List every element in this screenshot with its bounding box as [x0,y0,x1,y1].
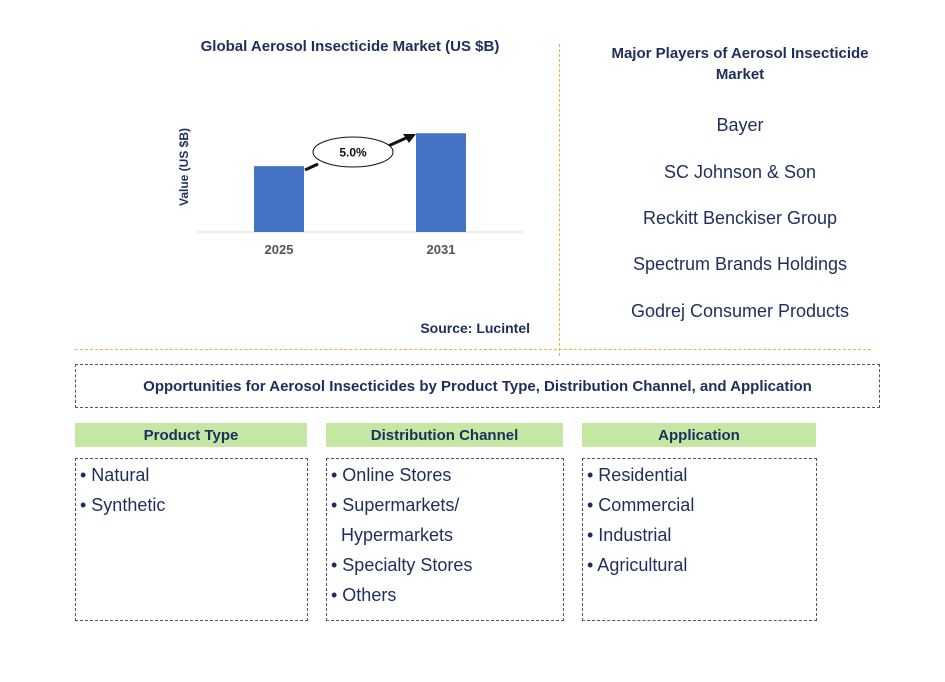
list-item: • Supermarkets/ [331,495,460,515]
list-item: • Natural [80,465,150,485]
list-item: • Synthetic [80,495,166,515]
player-item: Reckitt Benckiser Group [642,208,838,228]
category-box-distribution-channel: • Online Stores • Supermarkets/ Hypermar… [326,458,564,621]
cagr-label: 5.0% [339,146,367,160]
players-title: Major Players of Aerosol Insecticide Mar… [611,45,869,83]
y-axis-label: Value (US $B) [177,128,191,206]
bar-chart: Value (US $B) 2025 2031 5.0% [177,128,523,257]
category-box-product-type: • Natural • Synthetic [75,458,308,621]
list-item: • Online Stores [331,465,452,485]
bar-2031 [416,133,466,232]
list-item: • Residential [587,465,688,485]
x-tick-label: 2025 [265,242,294,257]
category-box-application: • Residential • Commercial • Industrial … [582,458,817,621]
bar-2025 [254,166,304,232]
player-item: Spectrum Brands Holdings [632,254,848,274]
category-header-product-type: Product Type [75,423,307,447]
source-label: Source: Lucintel [420,320,530,336]
growth-arrow-line-left [304,162,319,172]
list-item: • Commercial [587,495,695,515]
list-item: • Industrial [587,525,672,545]
list-item: • Agricultural [587,555,688,575]
vertical-divider [559,44,560,356]
player-item: Godrej Consumer Products [630,301,850,321]
opportunities-title-text: Opportunities for Aerosol Insecticides b… [143,377,812,395]
growth-arrow-head [403,134,416,143]
player-item: Bayer [716,115,764,135]
opportunities-title: Opportunities for Aerosol Insecticides b… [75,364,880,408]
list-item: • Others [331,585,397,605]
player-item: SC Johnson & Son [663,162,817,182]
chart-title: Global Aerosol Insecticide Market (US $B… [200,38,500,55]
category-header-distribution-channel: Distribution Channel [326,423,563,447]
horizontal-divider [75,349,871,350]
list-item: Hypermarkets [331,525,454,545]
list-item: • Specialty Stores [331,555,473,575]
x-tick-label: 2031 [427,242,456,257]
cagr-ellipse [312,136,394,168]
category-header-application: Application [582,423,816,447]
